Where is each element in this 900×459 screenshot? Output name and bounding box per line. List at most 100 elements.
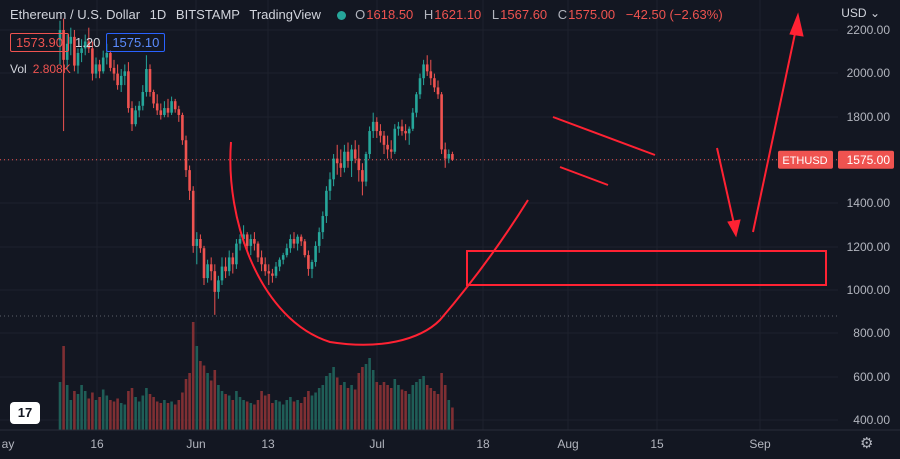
volume-bar [209,380,213,430]
candle-body [440,94,443,150]
volume-bar [375,382,379,430]
volume-bar [415,382,418,430]
candle-body [443,149,447,159]
candle-body [238,239,242,244]
volume-bar [407,394,411,430]
candle-body [163,108,166,115]
platform-label: TradingView [249,7,321,22]
candle-body [191,190,195,246]
volume-bar [400,389,404,430]
candle-body [263,264,267,272]
volume-bar [199,361,202,430]
price-axis-label: 1200.00 [847,240,891,254]
candle-body [119,75,123,86]
candle-body [62,29,65,60]
candle-body [271,273,274,276]
close-value: 1575.00 [568,7,616,22]
candle-body [235,243,238,265]
candle-body [80,48,83,53]
time-axis-label: 18 [476,437,490,451]
volume-bar [418,379,422,430]
candle-body [83,41,87,49]
time-axis-label: 16 [90,437,104,451]
candle-body [209,264,213,272]
volume-bar [116,398,119,430]
volume-bar [101,389,105,430]
candle-body [325,190,328,217]
volume-bar [152,397,155,430]
currency-selector[interactable]: USD ⌄ [841,6,880,20]
bid-box[interactable]: 1573.90 [10,33,69,52]
candle-body [141,92,145,106]
down-arrow-head [727,219,741,238]
low-value: 1567.60 [500,7,548,22]
candle-body [260,257,263,265]
symbol-title: Ethereum / U.S. Dollar [10,7,141,22]
interval-label[interactable]: 1D [149,7,167,22]
candle-body [400,126,404,132]
volume-bar [184,379,188,430]
candle-body [350,149,353,161]
flag-upper-line [552,116,656,156]
volume-bar [213,370,217,430]
flag-lower-line [559,166,609,186]
volume-legend: Vol 2.808K [10,62,71,76]
candle-body [296,236,299,244]
candle-body [91,48,94,74]
time-axis-label: Jun [186,437,205,451]
time-axis-label: 15 [650,437,664,451]
volume-bar [98,397,101,430]
candle-body [335,158,339,164]
ask-box[interactable]: 1575.10 [106,33,166,52]
candle-body [148,69,152,92]
exchange-label: BITSTAMP [175,7,240,22]
candle-body [274,266,278,276]
candle-body [317,232,321,246]
price-axis-label: 800.00 [853,326,890,340]
volume-value: 2.808K [32,62,71,76]
volume-bar [389,388,393,430]
volume-bar [188,373,191,430]
candle-body [253,239,256,244]
candle-body [451,154,454,160]
volume-bar [105,395,109,430]
candle-body [389,149,393,152]
volume-bar [346,388,350,430]
candle-body [433,78,436,88]
volume-bar [163,400,166,430]
candle-body [127,71,130,109]
candle-body [227,257,231,272]
candle-body [407,128,411,134]
volume-bar [155,401,159,430]
volume-bar [227,395,231,430]
volume-bar [91,392,94,430]
candle-body [404,131,407,134]
candle-body [166,108,170,113]
candle-body [116,73,119,86]
volume-bar [127,391,130,430]
gear-icon[interactable]: ⚙ [860,435,874,452]
candle-body [224,266,227,272]
volume-bar [263,395,267,430]
volume-bar [242,400,245,430]
volume-bar [386,385,389,430]
volume-bar [443,385,447,430]
volume-bar [314,392,317,430]
candle-body [109,52,112,68]
volume-bar [256,400,260,430]
candle-body [382,135,386,145]
chart-legend: Ethereum / U.S. Dollar 1D BITSTAMP Tradi… [10,7,730,22]
volume-bar [166,403,170,430]
volume-bar [83,391,87,430]
volume-bar [440,373,443,430]
tradingview-logo[interactable]: 17 [10,402,40,424]
candle-body [220,266,224,281]
candle-body [346,151,350,161]
spread-value: 1.20 [75,35,101,50]
volume-bar [238,397,242,430]
volume-bar [433,391,436,430]
volume-bar [382,382,386,430]
volume-bar [130,388,134,430]
volume-bar [397,385,400,430]
